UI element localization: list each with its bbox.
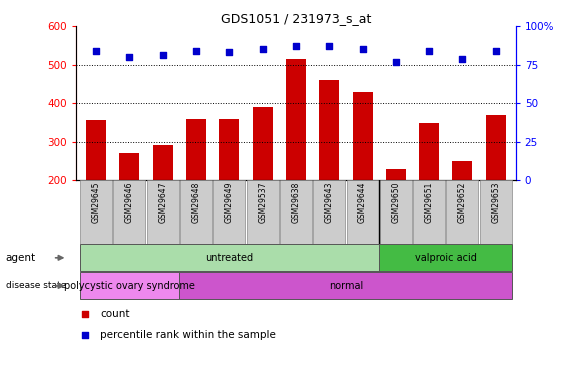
FancyBboxPatch shape xyxy=(480,180,512,244)
Text: disease state: disease state xyxy=(6,281,66,291)
Text: GSM29652: GSM29652 xyxy=(458,182,467,223)
Text: GSM29537: GSM29537 xyxy=(258,182,267,224)
Bar xyxy=(419,123,439,180)
FancyBboxPatch shape xyxy=(80,180,112,244)
FancyBboxPatch shape xyxy=(80,244,379,272)
Bar xyxy=(186,118,206,180)
Point xyxy=(192,48,201,54)
Text: agent: agent xyxy=(6,253,36,263)
Text: GSM29653: GSM29653 xyxy=(491,182,500,224)
FancyBboxPatch shape xyxy=(80,272,179,299)
Point xyxy=(325,43,334,49)
Title: GDS1051 / 231973_s_at: GDS1051 / 231973_s_at xyxy=(221,12,371,25)
FancyBboxPatch shape xyxy=(447,180,478,244)
Point xyxy=(491,48,500,54)
Text: polycystic ovary syndrome: polycystic ovary syndrome xyxy=(64,281,195,291)
Point xyxy=(80,310,90,316)
FancyBboxPatch shape xyxy=(346,180,379,244)
FancyBboxPatch shape xyxy=(213,180,246,244)
Text: valproic acid: valproic acid xyxy=(415,253,476,263)
Point xyxy=(291,43,301,49)
Bar xyxy=(219,119,239,180)
FancyBboxPatch shape xyxy=(180,180,212,244)
Point xyxy=(358,46,367,53)
Point xyxy=(391,58,400,64)
Text: percentile rank within the sample: percentile rank within the sample xyxy=(100,330,276,340)
Text: untreated: untreated xyxy=(205,253,253,263)
Bar xyxy=(353,92,373,180)
Bar xyxy=(452,161,472,180)
Text: normal: normal xyxy=(329,281,363,291)
Point xyxy=(80,332,90,338)
Text: GSM29648: GSM29648 xyxy=(192,182,200,223)
Point xyxy=(158,53,168,58)
Point xyxy=(91,48,101,54)
Point xyxy=(458,56,467,62)
FancyBboxPatch shape xyxy=(247,180,278,244)
Text: GSM29646: GSM29646 xyxy=(125,182,134,224)
Bar xyxy=(120,153,139,180)
FancyBboxPatch shape xyxy=(413,180,445,244)
Text: GSM29647: GSM29647 xyxy=(158,182,167,224)
FancyBboxPatch shape xyxy=(380,180,412,244)
Text: GSM29644: GSM29644 xyxy=(358,182,367,224)
Text: GSM29650: GSM29650 xyxy=(391,182,400,224)
Bar xyxy=(86,120,106,180)
Point xyxy=(424,48,434,54)
FancyBboxPatch shape xyxy=(280,180,312,244)
Bar xyxy=(319,80,339,180)
FancyBboxPatch shape xyxy=(314,180,345,244)
Bar xyxy=(486,116,506,180)
Text: GSM29638: GSM29638 xyxy=(291,182,301,223)
FancyBboxPatch shape xyxy=(379,244,512,272)
Bar xyxy=(253,107,272,180)
Text: GSM29643: GSM29643 xyxy=(325,182,333,224)
Text: GSM29649: GSM29649 xyxy=(225,182,234,224)
FancyBboxPatch shape xyxy=(114,180,145,244)
Point xyxy=(224,50,234,55)
Bar xyxy=(286,59,306,180)
Point xyxy=(125,54,134,60)
Bar xyxy=(386,169,406,180)
Point xyxy=(258,46,267,53)
FancyBboxPatch shape xyxy=(146,180,179,244)
Text: GSM29645: GSM29645 xyxy=(91,182,101,224)
Bar xyxy=(153,146,173,180)
Text: GSM29651: GSM29651 xyxy=(425,182,434,223)
Text: count: count xyxy=(100,309,130,319)
FancyBboxPatch shape xyxy=(179,272,512,299)
